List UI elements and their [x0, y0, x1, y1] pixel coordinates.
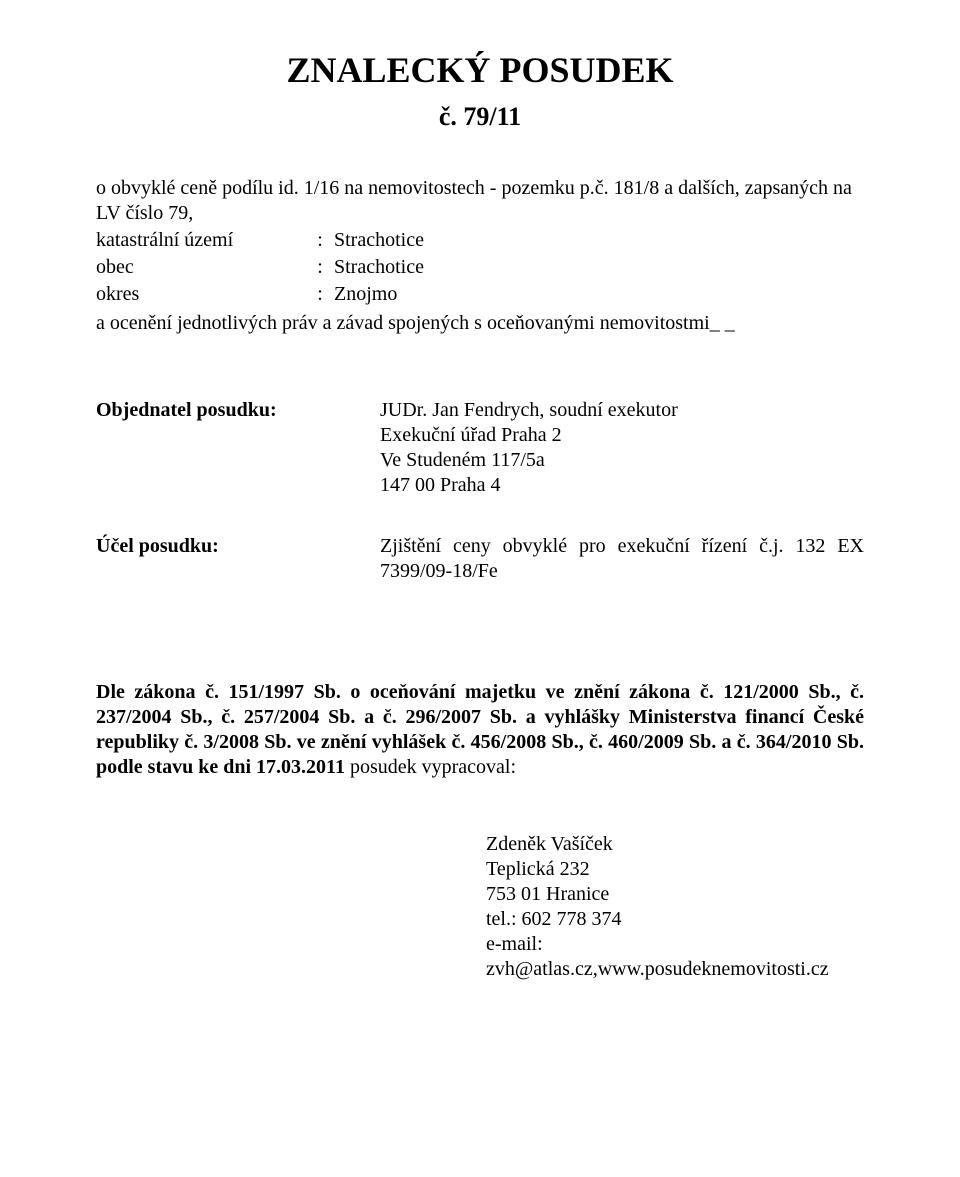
intro-section: o obvyklé ceně podílu id. 1/16 na nemovi… [96, 176, 864, 336]
kv-label: katastrální území [96, 228, 306, 255]
kv-colon: : [306, 228, 334, 255]
kv-colon: : [306, 255, 334, 282]
kv-label: okres [96, 282, 306, 309]
document-page: ZNALECKÝ POSUDEK č. 79/11 o obvyklé ceně… [0, 0, 960, 1177]
kv-colon: : [306, 282, 334, 309]
signature-line: tel.: 602 778 374 [486, 907, 864, 932]
objednatel-line: Ve Studeném 117/5a [380, 448, 864, 473]
kv-value: Znojmo [334, 282, 424, 309]
table-row: okres : Znojmo [96, 282, 424, 309]
signature-block: Zdeněk Vašíček Teplická 232 753 01 Hrani… [486, 832, 864, 982]
intro-suffix: a ocenění jednotlivých práv a závad spoj… [96, 311, 864, 336]
legal-paragraph: Dle zákona č. 151/1997 Sb. o oceňování m… [96, 680, 864, 780]
kv-value: Strachotice [334, 255, 424, 282]
ucel-section: Účel posudku: Zjištění ceny obvyklé pro … [96, 534, 864, 584]
signature-line: e-mail: zvh@atlas.cz,www.posudeknemovito… [486, 932, 864, 982]
objednatel-label: Objednatel posudku: [96, 398, 356, 498]
main-title: ZNALECKÝ POSUDEK [96, 48, 864, 93]
title-block: ZNALECKÝ POSUDEK č. 79/11 [96, 48, 864, 134]
objednatel-line: Exekuční úřad Praha 2 [380, 423, 864, 448]
objednatel-section: Objednatel posudku: JUDr. Jan Fendrych, … [96, 398, 864, 498]
objednatel-value: JUDr. Jan Fendrych, soudní exekutor Exek… [380, 398, 864, 498]
legal-plain: posudek vypracoval: [345, 756, 516, 778]
signature-line: Teplická 232 [486, 857, 864, 882]
ucel-label: Účel posudku: [96, 534, 356, 584]
intro-line: o obvyklé ceně podílu id. 1/16 na nemovi… [96, 176, 864, 226]
table-row: katastrální území : Strachotice [96, 228, 424, 255]
signature-line: 753 01 Hranice [486, 882, 864, 907]
ucel-value: Zjištění ceny obvyklé pro exekuční řízen… [380, 534, 864, 584]
subtitle: č. 79/11 [96, 101, 864, 134]
kv-table: katastrální území : Strachotice obec : S… [96, 228, 424, 309]
objednatel-line: JUDr. Jan Fendrych, soudní exekutor [380, 398, 864, 423]
table-row: obec : Strachotice [96, 255, 424, 282]
kv-value: Strachotice [334, 228, 424, 255]
objednatel-line: 147 00 Praha 4 [380, 473, 864, 498]
kv-label: obec [96, 255, 306, 282]
signature-line: Zdeněk Vašíček [486, 832, 864, 857]
